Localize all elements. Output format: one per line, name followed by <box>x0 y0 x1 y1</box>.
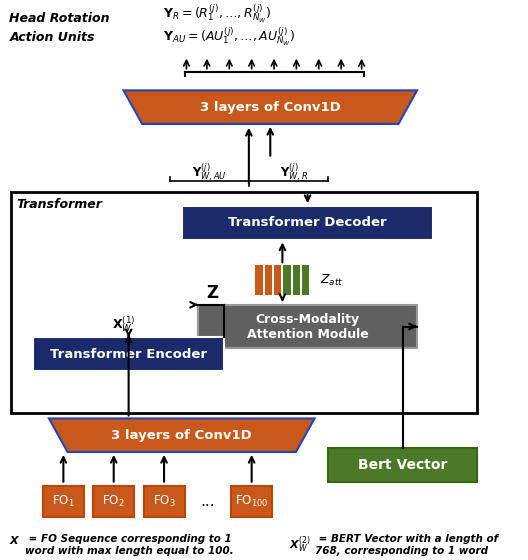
Text: $Z_{att}$: $Z_{att}$ <box>319 273 343 288</box>
Bar <box>33 337 224 371</box>
Text: Transformer: Transformer <box>17 198 102 212</box>
Bar <box>11 192 477 413</box>
Bar <box>182 206 433 240</box>
Text: $\mathbf{Y}_R = (R_1^{(j)},\ldots,R_{N_W}^{(j)})$: $\mathbf{Y}_R = (R_1^{(j)},\ldots,R_{N_W… <box>163 3 271 26</box>
Text: 3 layers of Conv1D: 3 layers of Conv1D <box>200 101 341 114</box>
Text: Cross-Modality
Attention Module: Cross-Modality Attention Module <box>247 312 369 340</box>
Bar <box>265 265 272 295</box>
Bar <box>231 486 272 517</box>
Text: = FO Sequence corresponding to 1
word with max length equal to 100.: = FO Sequence corresponding to 1 word wi… <box>25 534 234 556</box>
Bar <box>328 448 477 482</box>
Bar <box>198 305 417 348</box>
Text: $\mathbf{Y}_{W,AU}^{(j)}$: $\mathbf{Y}_{W,AU}^{(j)}$ <box>192 162 227 184</box>
Text: $\mathrm{FO}_3$: $\mathrm{FO}_3$ <box>153 494 175 509</box>
Text: $\mathrm{FO}_1$: $\mathrm{FO}_1$ <box>52 494 74 509</box>
Text: $\boldsymbol{X}$: $\boldsymbol{X}$ <box>10 534 21 546</box>
Text: $\boldsymbol{X}_W^{(2)}$: $\boldsymbol{X}_W^{(2)}$ <box>289 534 310 555</box>
Bar <box>43 486 84 517</box>
Text: $\mathrm{FO}_2$: $\mathrm{FO}_2$ <box>102 494 125 509</box>
Polygon shape <box>49 418 315 452</box>
Text: $\mathrm{FO}_{100}$: $\mathrm{FO}_{100}$ <box>235 494 268 509</box>
Bar <box>93 486 134 517</box>
Text: $\mathbf{Y}_{AU} = (AU_1^{(j)},\ldots,AU_{N_W}^{(j)})$: $\mathbf{Y}_{AU} = (AU_1^{(j)},\ldots,AU… <box>163 26 296 48</box>
Bar <box>293 265 300 295</box>
Bar <box>284 265 291 295</box>
Bar <box>274 265 281 295</box>
Bar <box>302 265 309 295</box>
Text: Transformer Encoder: Transformer Encoder <box>50 348 207 361</box>
Text: Transformer Decoder: Transformer Decoder <box>228 216 387 229</box>
Text: $\mathbf{Y}_{W,R}^{(j)}$: $\mathbf{Y}_{W,R}^{(j)}$ <box>279 162 308 184</box>
Polygon shape <box>124 90 417 124</box>
Bar <box>144 486 185 517</box>
Text: $\mathbf{X}_W^{(1)}$: $\mathbf{X}_W^{(1)}$ <box>112 315 136 334</box>
Text: 3 layers of Conv1D: 3 layers of Conv1D <box>111 429 252 442</box>
Text: Action Units: Action Units <box>10 31 95 44</box>
Text: Head Rotation: Head Rotation <box>10 12 110 25</box>
Text: $\mathbf{Z}$: $\mathbf{Z}$ <box>206 284 220 302</box>
Text: Bert Vector: Bert Vector <box>358 458 447 472</box>
Text: ...: ... <box>201 494 215 509</box>
Text: = BERT Vector with a length of
768, corresponding to 1 word: = BERT Vector with a length of 768, corr… <box>315 534 498 556</box>
Bar <box>256 265 263 295</box>
